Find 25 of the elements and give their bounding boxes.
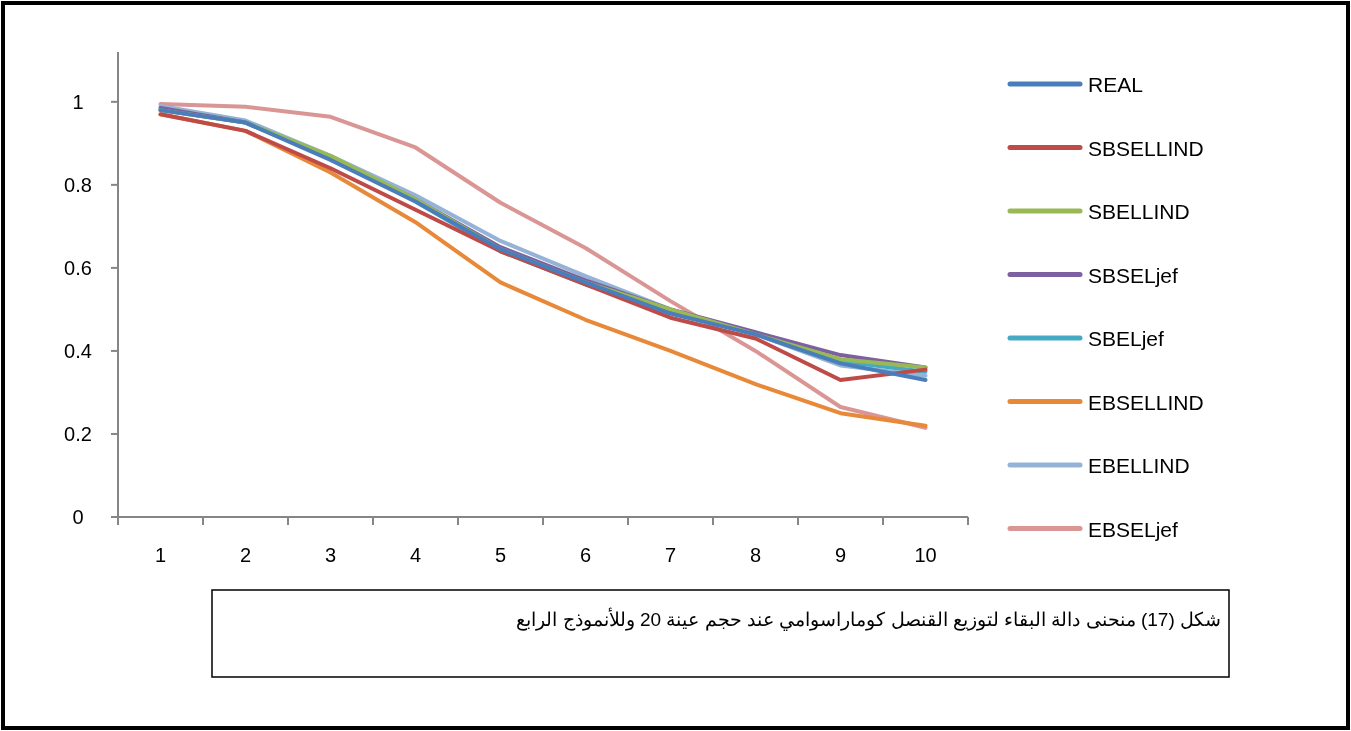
x-tick-label: 4 [409, 544, 422, 566]
x-tick-label: 2 [239, 544, 252, 566]
legend-label: SBSELLIND [1088, 136, 1204, 160]
x-tick-label: 10 [914, 544, 937, 566]
y-tick-label: 0 [72, 506, 84, 528]
y-tick-label: 0.8 [64, 173, 92, 196]
x-tick-label: 5 [494, 544, 507, 566]
y-tick-label: 0.6 [64, 256, 92, 279]
x-tick-label: 6 [579, 544, 592, 566]
legend-label: EBSELjef [1088, 517, 1179, 541]
y-tick-label: 1 [72, 90, 84, 113]
text: شكل (17) منحنى دالة البقاء لتوزيع القنصل كوماراسوامي عند حجم عينة 20 وللأنموذج الرابع [516, 607, 1221, 631]
legend-label: SBELjef [1088, 327, 1165, 350]
legend-label: SBSELjef [1088, 263, 1179, 287]
x-tick-label: 1 [154, 544, 167, 566]
legend-label: EBSELLIND [1088, 390, 1204, 414]
x-tick-label: 3 [324, 544, 337, 566]
legend-label: REAL [1088, 73, 1143, 96]
x-tick-label: 7 [664, 544, 677, 566]
x-tick-label: 8 [749, 544, 762, 566]
legend-label: EBELLIND [1088, 454, 1190, 477]
x-tick-label: 9 [834, 544, 847, 566]
y-tick-label: 0.4 [64, 339, 92, 362]
legend-label: SBELLIND [1088, 200, 1190, 223]
y-tick-label: 0.2 [64, 422, 92, 445]
